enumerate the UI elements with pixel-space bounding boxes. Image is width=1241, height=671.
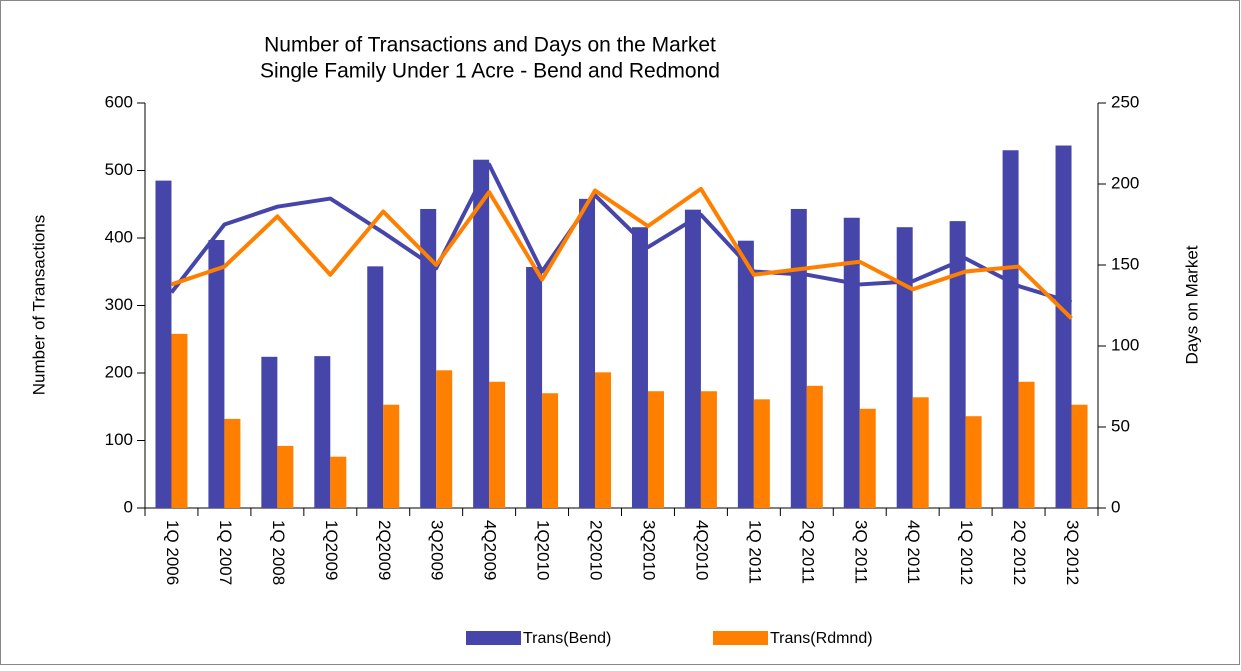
bar <box>790 208 807 508</box>
bar <box>436 370 453 508</box>
y-tick-label: 400 <box>105 227 133 246</box>
bar <box>896 227 913 508</box>
x-tick-label: 1Q 2012 <box>957 520 976 585</box>
y-tick-label: 200 <box>105 362 133 381</box>
bar <box>473 159 490 508</box>
bar <box>843 217 860 508</box>
x-tick-label: 3Q2009 <box>428 520 447 581</box>
x-tick-label: 1Q 2007 <box>216 520 235 585</box>
x-tick-label: 1Q 2008 <box>269 520 288 585</box>
bar <box>261 356 278 508</box>
x-tick-label: 1Q2010 <box>534 520 553 581</box>
y-tick-label: 100 <box>105 430 133 449</box>
bar <box>806 385 823 508</box>
bar <box>631 227 648 508</box>
y2-tick-label: 200 <box>1111 173 1139 192</box>
y-tick-label: 0 <box>124 497 133 516</box>
y2-tick-label: 0 <box>1111 497 1120 516</box>
x-tick-label: 2Q 2012 <box>1010 520 1029 585</box>
bar <box>277 445 294 508</box>
y-tick-label: 600 <box>105 92 133 111</box>
bar <box>579 198 596 508</box>
bar <box>595 372 612 508</box>
legend-swatch <box>466 631 521 645</box>
y2-tick-label: 100 <box>1111 335 1139 354</box>
bar <box>949 221 966 508</box>
x-tick-label: 3Q2010 <box>639 520 658 581</box>
bar <box>912 397 929 508</box>
line <box>170 186 1073 320</box>
bar <box>208 240 225 508</box>
x-tick-label: 3Q 2011 <box>851 520 870 584</box>
bar <box>1071 404 1088 508</box>
bar <box>542 393 559 508</box>
x-tick-label: 2Q2009 <box>375 520 394 581</box>
bar <box>737 240 754 508</box>
x-tick-label: 4Q 2011 <box>904 520 923 584</box>
y2-tick-label: 50 <box>1111 416 1130 435</box>
bar <box>859 408 876 508</box>
x-tick-label: 3Q 2012 <box>1063 520 1082 585</box>
bar <box>489 381 506 508</box>
x-tick-label: 4Q2010 <box>692 520 711 581</box>
y2-axis-label: Days on Market <box>1182 245 1201 364</box>
x-tick-label: 4Q2009 <box>481 520 500 581</box>
x-tick-label: 2Q 2011 <box>798 520 817 584</box>
bar <box>314 356 331 508</box>
bar <box>684 209 701 508</box>
y-tick-label: 500 <box>105 160 133 179</box>
y-tick-label: 300 <box>105 295 133 314</box>
bar <box>753 399 770 508</box>
y-axis-label: Number of Transactions <box>29 215 48 395</box>
x-tick-label: 2Q2010 <box>587 520 606 581</box>
legend-label: Trans(Bend) <box>523 630 611 647</box>
bar <box>330 456 347 508</box>
bar <box>420 208 437 508</box>
bar <box>700 391 717 508</box>
x-tick-label: 1Q 2011 <box>745 520 764 584</box>
bar <box>383 404 400 508</box>
bar <box>224 418 241 508</box>
bar <box>1055 145 1072 508</box>
x-tick-label: 1Q 2006 <box>163 520 182 585</box>
bar <box>171 333 188 508</box>
bar <box>367 266 384 508</box>
chart-subtitle: Single Family Under 1 Acre - Bend and Re… <box>260 60 720 83</box>
legend-swatch <box>713 631 768 645</box>
legend-label: Trans(Rdmnd) <box>770 630 873 647</box>
x-tick-label: 1Q2009 <box>322 520 341 581</box>
bar <box>526 267 543 508</box>
bar <box>1018 381 1035 508</box>
y2-tick-label: 250 <box>1111 92 1139 111</box>
y2-tick-label: 150 <box>1111 254 1139 273</box>
chart-title: Number of Transactions and Days on the M… <box>264 34 716 57</box>
bar <box>155 180 172 508</box>
line <box>169 162 1073 305</box>
bar <box>965 416 982 508</box>
bar <box>647 391 664 508</box>
bar <box>1002 150 1019 508</box>
